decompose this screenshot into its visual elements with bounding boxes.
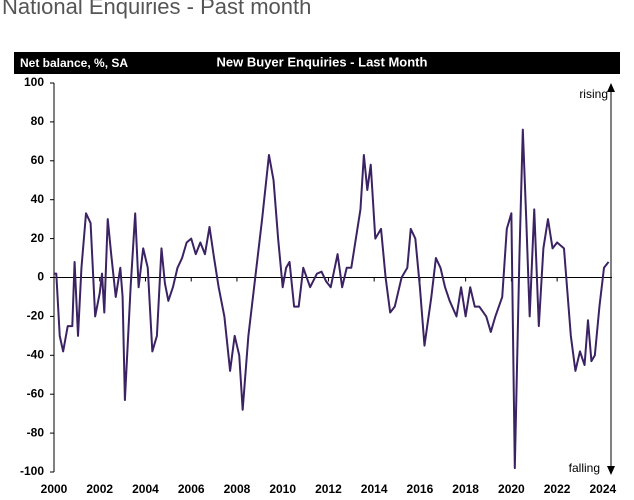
x-tick-label: 2006 [178,482,205,496]
x-tick-label: 2020 [498,482,525,496]
x-tick-label: 2014 [361,482,388,496]
x-tick-label: 2010 [269,482,296,496]
y-tick-label: -80 [27,425,45,439]
x-tick-label: 2018 [452,482,479,496]
y-tick-label: 0 [37,270,44,284]
y-tick-label: 80 [31,114,45,128]
heading: National Enquiries - Past month [2,0,311,19]
header-bar [14,52,620,74]
y-label: Net balance, %, SA [20,56,128,70]
y-tick-label: -60 [27,386,45,400]
chart-title: New Buyer Enquiries - Last Month [217,54,428,69]
y-tick-label: -20 [27,309,45,323]
data-line [54,128,610,470]
x-tick-label: 2002 [86,482,113,496]
x-tick-label: 2004 [132,482,159,496]
annotation: falling [569,461,600,475]
x-tick-label: 2000 [41,482,68,496]
y-tick-label: 60 [31,153,45,167]
x-tick-label: 2024 [590,482,617,496]
y-tick-label: 40 [31,192,45,206]
y-tick-label: 20 [31,231,45,245]
x-tick-label: 2012 [315,482,342,496]
y-tick-label: 100 [24,75,44,89]
y-tick-label: -100 [20,464,44,478]
y-tick-label: -40 [27,347,45,361]
x-tick-label: 2008 [224,482,251,496]
annotation: rising [579,87,608,101]
x-tick-label: 2016 [407,482,434,496]
x-tick-label: 2022 [544,482,571,496]
